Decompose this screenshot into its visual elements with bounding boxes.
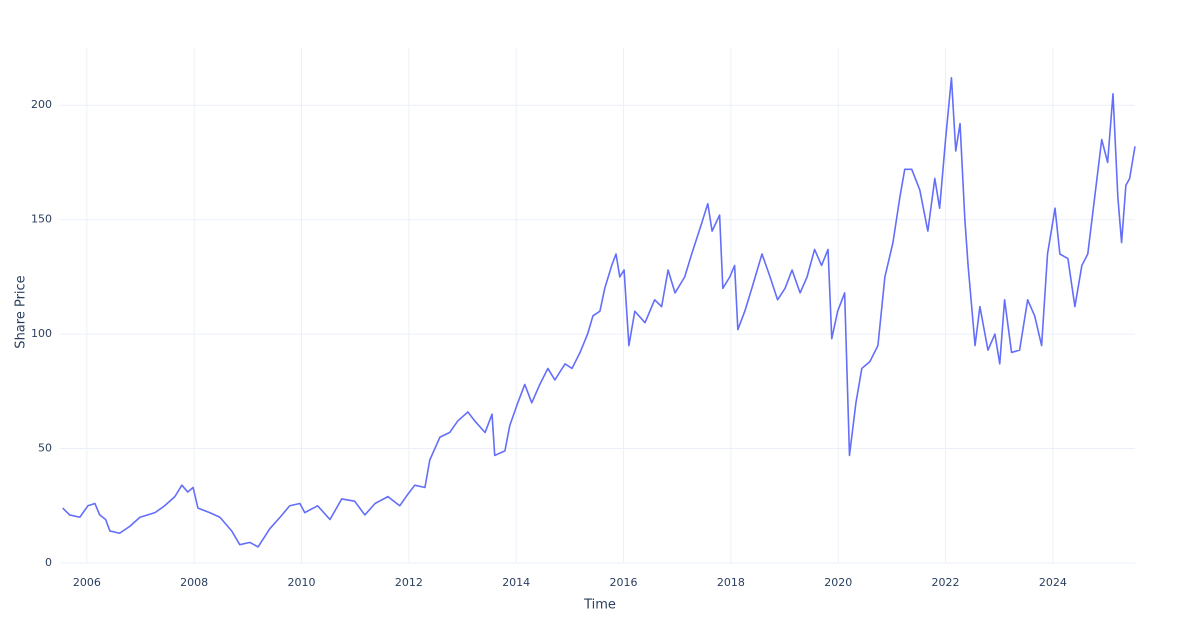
y-tick-label: 50 [38,442,52,455]
price-line [62,76,1136,548]
y-axis-title: Share Price [14,275,29,348]
x-axis-title: Time [583,598,616,613]
x-tick-label: 2014 [502,576,530,589]
y-tick-label: 100 [31,327,52,340]
y-tick-label: 200 [31,98,52,111]
y-tick-label: 0 [45,556,52,569]
x-tick-label: 2006 [73,576,101,589]
x-tick-label: 2008 [180,576,208,589]
y-tick-label: 150 [31,213,52,226]
x-tick-label: 2012 [395,576,423,589]
x-tick-label: 2022 [932,576,960,589]
x-tick-label: 2016 [610,576,638,589]
x-tick-label: 2018 [717,576,745,589]
x-tick-label: 2010 [288,576,316,589]
x-tick-label: 2024 [1039,576,1067,589]
x-tick-label: 2020 [824,576,852,589]
